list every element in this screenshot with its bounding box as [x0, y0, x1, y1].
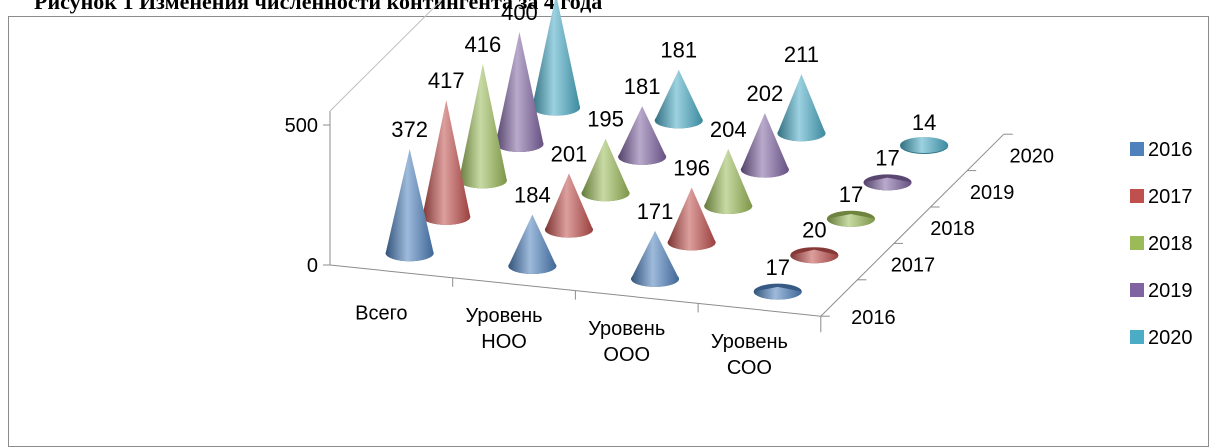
depth-tick-label: 2016	[851, 307, 896, 329]
legend-swatch	[1130, 330, 1144, 344]
cone-2018-2	[581, 138, 630, 202]
cone-2020-1	[532, 0, 581, 116]
depth-tick-label: 2020	[1010, 145, 1055, 167]
y-tick-label: 0	[307, 255, 318, 277]
cone-2016-4	[753, 283, 802, 300]
cone-body	[704, 148, 753, 214]
legend-item-2016: 2016	[1130, 139, 1193, 161]
x-tick-label: Уровень ООО	[588, 318, 665, 366]
cone-body	[631, 230, 680, 287]
cone-2020-2	[654, 69, 703, 129]
cone-2017-1	[422, 100, 471, 225]
y-tick-label: 500	[285, 115, 318, 137]
cone-2020-4	[900, 137, 949, 154]
cone-2018-3	[704, 148, 753, 214]
data-label-2017-1: 417	[428, 68, 465, 93]
data-label-2019-3: 202	[746, 81, 783, 106]
depth-tick-label: 2017	[891, 255, 936, 277]
cone-2017-4	[790, 247, 839, 264]
cone-body	[508, 214, 557, 274]
legend-swatch	[1130, 283, 1144, 297]
cone-2016-1	[385, 149, 434, 262]
cone-body	[863, 177, 912, 191]
cone-body	[385, 149, 434, 262]
legend-item-2019: 2019	[1130, 280, 1193, 302]
cone-body	[740, 113, 789, 178]
legend-label: 2016	[1148, 139, 1193, 161]
data-label-2017-4: 20	[802, 218, 826, 243]
cone-body	[618, 106, 667, 165]
cone-2020-3	[777, 74, 826, 142]
data-label-2018-2: 195	[587, 107, 624, 132]
cone-body	[495, 32, 544, 152]
cone-2019-3	[740, 113, 789, 178]
data-label-2018-1: 416	[464, 32, 501, 57]
legend-label: 2020	[1148, 327, 1193, 349]
cone-2019-1	[495, 32, 544, 152]
cone-body	[826, 214, 875, 227]
cones-layer	[385, 0, 949, 300]
cone-2019-2	[618, 106, 667, 165]
labels-layer: 0 500 Всего Уровень НОО Уровень ООО Уровень СОО 2…	[285, 0, 1054, 379]
floor-edge	[329, 133, 1005, 317]
data-label-2016-4: 17	[766, 255, 790, 280]
legend-item-2018: 2018	[1130, 233, 1193, 255]
cone-body	[900, 137, 949, 153]
x-tick-label: Всего	[355, 302, 407, 324]
cone-2016-2	[508, 214, 557, 274]
cone-body	[654, 69, 703, 129]
x-tick-label: Уровень НОО	[466, 305, 543, 353]
data-label-2019-1: 400	[501, 0, 538, 25]
data-label-2016-3: 171	[637, 199, 674, 224]
data-label-2020-3: 211	[784, 42, 819, 67]
x-tick-label: Уровень СОО	[711, 331, 788, 379]
cone-body	[667, 187, 716, 251]
data-label-2017-2: 201	[551, 141, 588, 166]
chart-title: Рисунок 1 Изменения численности континге…	[34, 0, 603, 14]
cone-2019-4	[863, 174, 912, 191]
data-label-2019-2: 181	[624, 74, 661, 99]
legend-swatch	[1130, 189, 1144, 203]
data-label-2016-1: 372	[391, 117, 428, 142]
legend-swatch	[1130, 236, 1144, 250]
axes-layer	[323, 0, 1013, 333]
cone-body	[777, 74, 826, 142]
data-label-2017-3: 196	[673, 156, 710, 181]
cone-body	[458, 63, 507, 189]
legend-item-2020: 2020	[1130, 327, 1193, 349]
cone-body	[753, 286, 802, 300]
legend-label: 2017	[1148, 186, 1193, 208]
depth-tick-label: 2018	[930, 218, 975, 240]
cone-2018-4	[826, 210, 875, 227]
data-label-2016-2: 184	[514, 182, 551, 207]
legend-label: 2018	[1148, 233, 1193, 255]
cone-2017-2	[544, 173, 593, 238]
cone-body	[544, 173, 593, 238]
data-label-2020-2: 181	[660, 38, 697, 63]
data-label-2019-4: 17	[875, 146, 899, 171]
legend-swatch	[1130, 142, 1144, 156]
depth-tick-label: 2019	[970, 182, 1015, 204]
legend: 2016 2017 2018 2019 2020	[1130, 139, 1193, 349]
cone-body	[581, 138, 630, 202]
data-label-2020-4: 14	[912, 110, 936, 135]
chart-frame	[8, 16, 1209, 447]
legend-label: 2019	[1148, 280, 1193, 302]
cone-2017-3	[667, 187, 716, 251]
legend-item-2017: 2017	[1130, 186, 1193, 208]
cone-body	[790, 249, 839, 264]
cone-body	[422, 100, 471, 225]
wall-top-edge	[329, 0, 443, 112]
data-label-2018-3: 204	[710, 117, 747, 142]
data-label-2018-4: 17	[839, 182, 863, 207]
cone-body	[532, 0, 581, 116]
cone-2016-3	[631, 230, 680, 287]
cone-2018-1	[458, 63, 507, 189]
